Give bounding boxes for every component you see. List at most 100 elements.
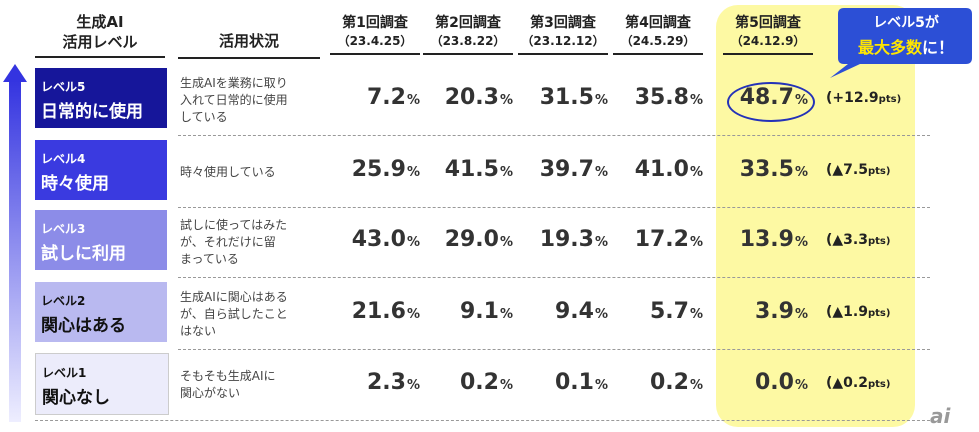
value-cell: 0.2% [408,370,513,395]
value-unit: % [499,378,513,393]
survey-label: 第2回調査 [435,15,501,31]
callout-bubble [830,8,972,78]
level-name: 時々使用 [41,174,109,194]
survey-label: 第1回調査 [342,15,408,31]
status-line: 生成AIを業務に取り [180,75,288,90]
change-unit: pts) [867,236,891,247]
value-cell: 20.3% [408,85,513,110]
highlight-column [716,5,915,427]
survey-label: 第3回調査 [530,15,596,31]
value-cell: 33.5% [708,157,808,182]
level-label: レベル1 [42,366,87,380]
value-unit: % [594,378,608,393]
value-circle [727,82,815,122]
survey-date: （24.12.9） [730,34,806,48]
value-cell: 0.2% [598,370,703,395]
value: 0.2 [649,370,689,395]
value-unit: % [594,235,608,250]
value-unit: % [689,165,703,180]
survey-header: 第1回調査 （23.4.25） [330,14,420,55]
level-box: レベル4 時々使用 [35,140,167,200]
callout [830,8,972,78]
value-unit: % [689,307,703,322]
arrow-shaft [9,80,21,422]
change: (+12.9 [826,90,879,106]
value: 7.2 [366,85,406,110]
value-unit: % [499,235,513,250]
value-unit: % [406,93,420,108]
value: 3.9 [754,299,794,324]
value-cell: 5.7% [598,299,703,324]
value: 35.8 [634,85,689,110]
status-line: が、自ら試したこと [180,306,288,321]
value-unit: % [406,165,420,180]
change-unit: pts) [878,94,902,105]
value-unit: % [594,165,608,180]
level-name: 試しに利用 [41,244,126,264]
level-name: 日常的に使用 [41,102,143,122]
survey-header: 第2回調査 （23.8.22） [423,14,513,55]
change-cell: (▲7.5pts) [826,162,890,178]
value-cell: 31.5% [503,85,608,110]
status-text: 生成AIに関心はある が、自ら試したこと はない [180,289,320,340]
value: 0.1 [554,370,594,395]
survey-label: 第5回調査 [735,15,801,31]
level-header-line: 生成AI [76,13,124,31]
level-name: 関心なし [42,388,110,408]
status-header: 活用状況 [178,30,320,59]
survey-header: 第4回調査 （24.5.29） [613,14,703,55]
value-cell: 7.2% [315,85,420,110]
level-header: 生成AI 活用レベル [35,12,165,58]
status-line: 関心がない [180,386,241,400]
value: 2.3 [366,370,406,395]
survey-date: （24.5.29） [620,34,696,48]
status-text: 試しに使ってはみた が、それだけに留 まっている [180,217,320,268]
level-label: レベル2 [41,294,86,308]
value: 9.4 [554,299,594,324]
change-cell: (+12.9pts) [826,90,901,106]
survey-header: 第3回調査 （23.12.12） [518,14,608,55]
status-line: が、それだけに留 [180,234,276,249]
value: 39.7 [539,157,594,182]
value: 20.3 [444,85,499,110]
bottom-rule [35,420,930,421]
logo: ai [930,404,951,428]
value-unit: % [689,93,703,108]
status-text: 生成AIを業務に取り 入れて日常的に使用 している [180,75,320,126]
status-line: そもそも生成AIに [180,369,276,383]
survey-date: （23.8.22） [430,34,506,48]
value-unit: % [794,235,808,250]
value: 17.2 [634,227,689,252]
value-cell: 0.1% [503,370,608,395]
value-cell: 41.5% [408,157,513,182]
change: (▲7.5 [826,162,868,178]
change-unit: pts) [867,379,891,390]
change-cell: (▲1.9pts) [826,304,890,320]
status-line: している [180,109,228,124]
value: 33.5 [739,157,794,182]
value-unit: % [689,378,703,393]
level-box: レベル1 関心なし [35,353,169,415]
value: 13.9 [739,227,794,252]
value-cell: 29.0% [408,227,513,252]
change: (▲3.3 [826,232,868,248]
change-cell: (▲0.2pts) [826,375,890,391]
level-label: レベル3 [41,222,86,236]
value: 41.5 [444,157,499,182]
status-line: 生成AIに関心はある [180,289,288,304]
row-separator [178,349,930,350]
value-cell: 9.4% [503,299,608,324]
status-line: 入れて日常的に使用 [180,92,288,107]
survey-label: 第4回調査 [625,15,691,31]
row-separator [178,277,930,278]
value-unit: % [499,307,513,322]
value-unit: % [794,378,808,393]
value-unit: % [406,378,420,393]
status-line: はない [180,323,217,338]
value-cell: 0.0% [708,370,808,395]
value-cell: 43.0% [315,227,420,252]
value: 41.0 [634,157,689,182]
callout-line1: レベル5が [873,15,939,31]
survey-date: （23.12.12） [521,34,605,48]
